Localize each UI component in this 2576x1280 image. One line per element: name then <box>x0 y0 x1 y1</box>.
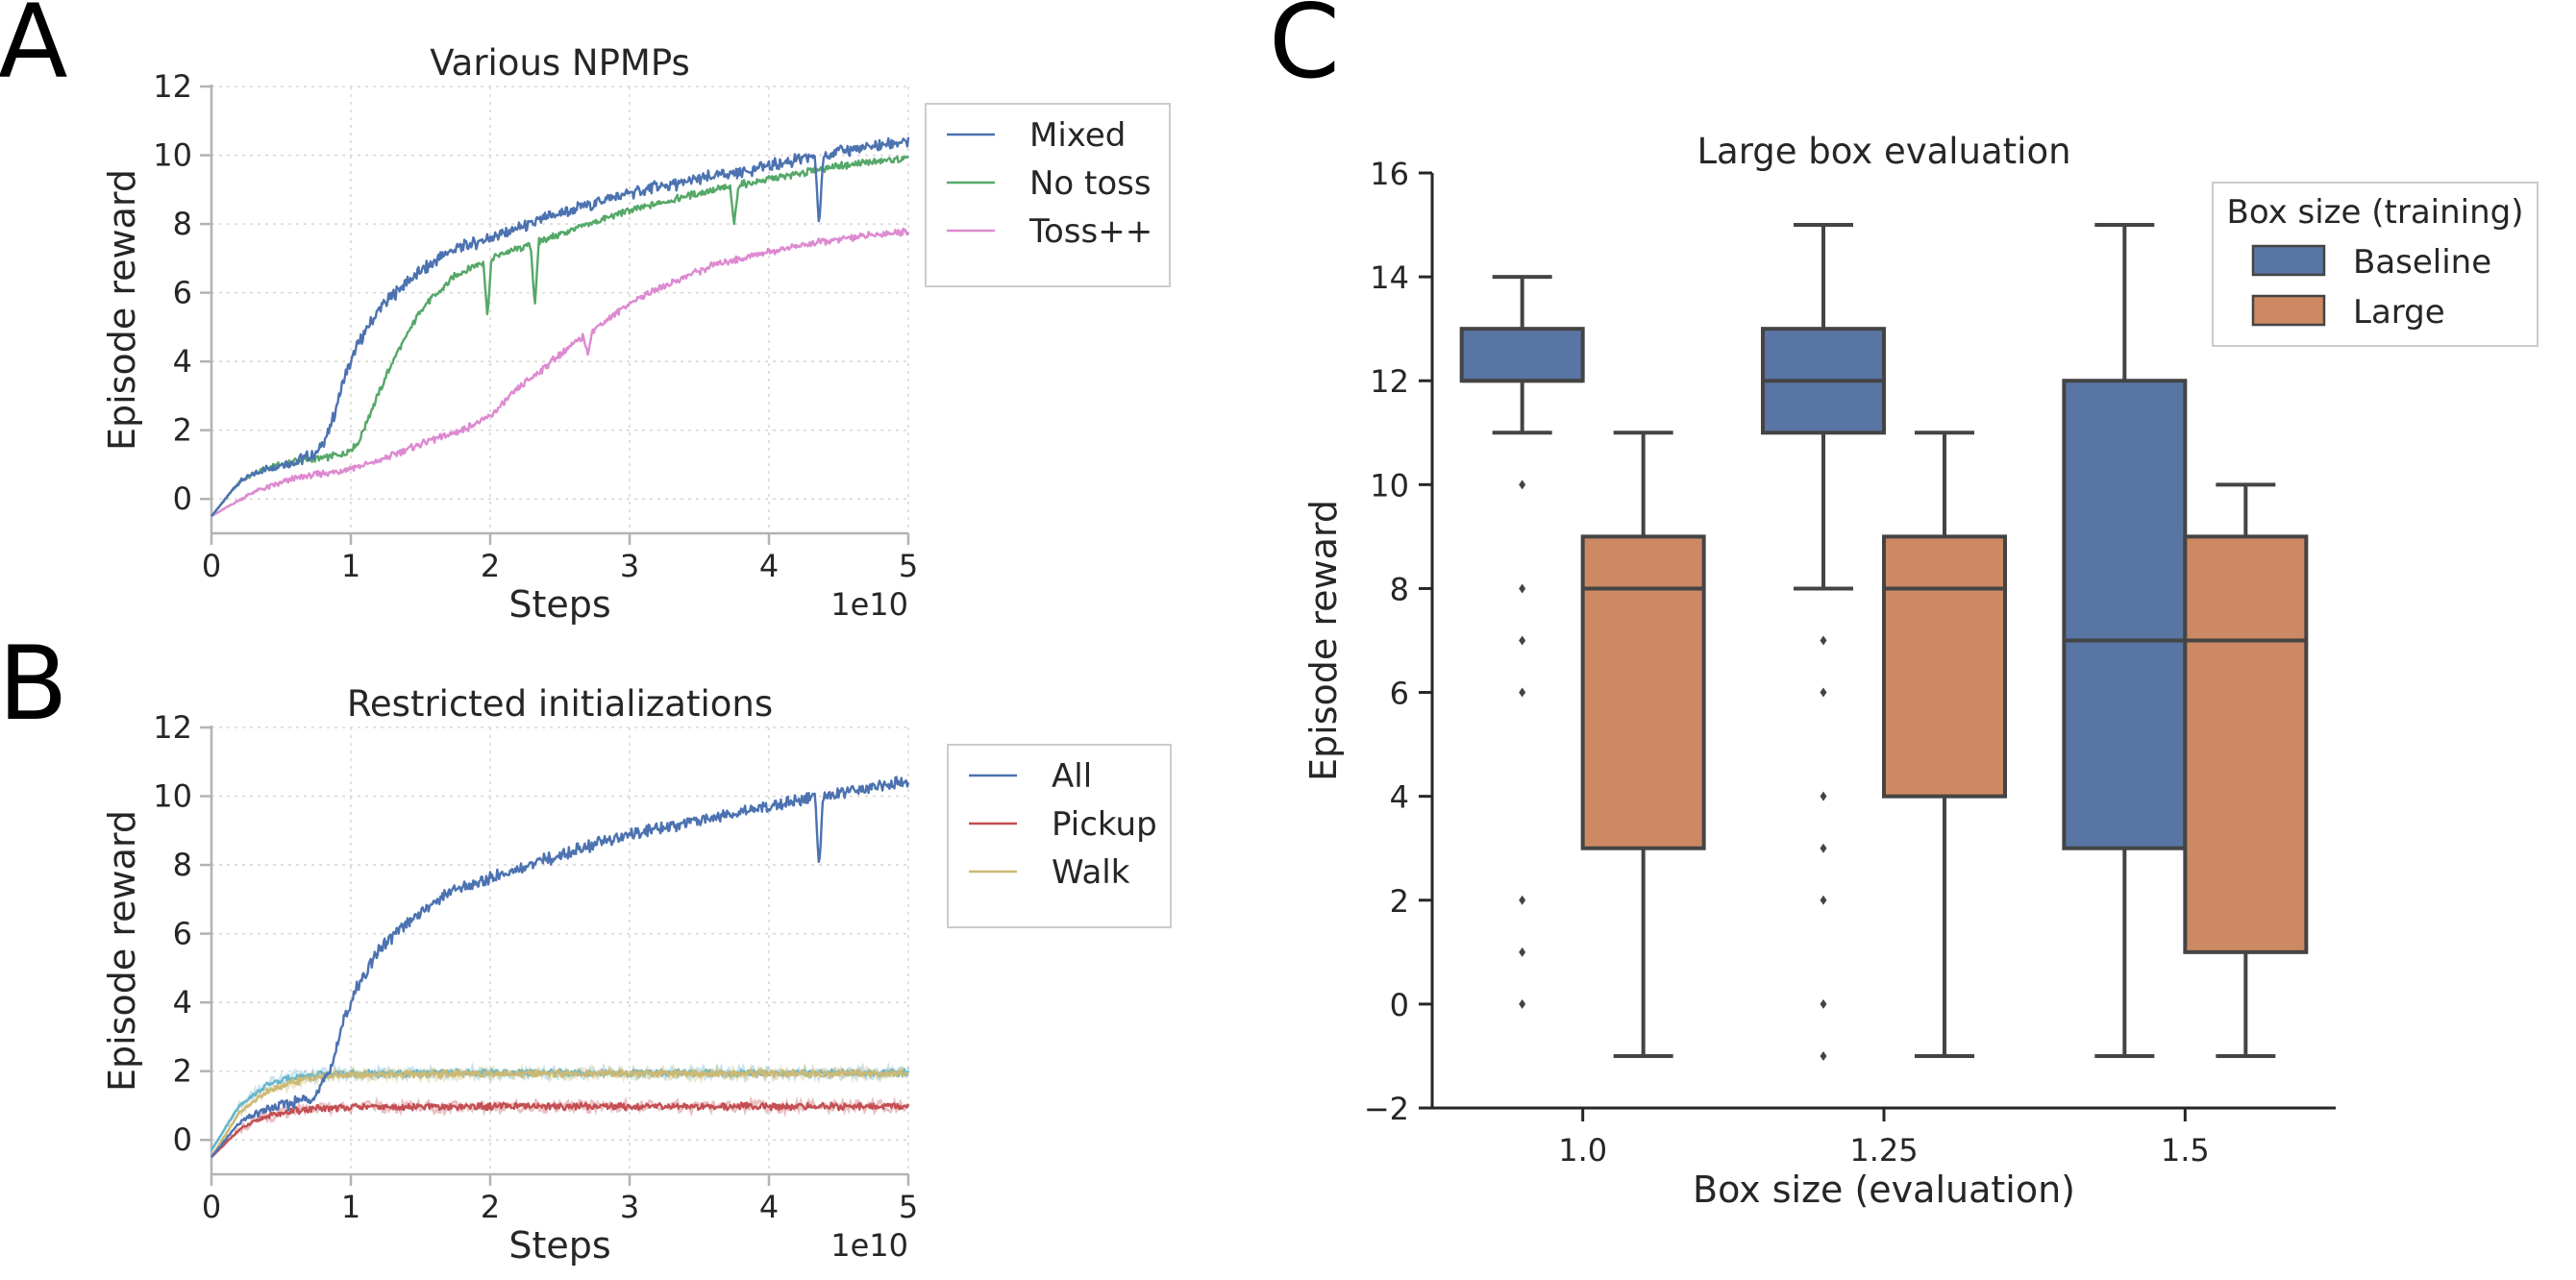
x-tick-label: 3 <box>620 1189 639 1225</box>
box-baseline <box>2062 379 2188 850</box>
x-axis-label: Box size (evaluation) <box>1693 1169 2075 1211</box>
outlier-point <box>1820 635 1827 646</box>
legend-label: No toss <box>1029 164 1152 203</box>
x-tick-label: 1 <box>341 1189 360 1225</box>
panel-label-a: A <box>0 0 68 101</box>
outlier-point <box>1519 998 1526 1009</box>
series-line <box>211 1101 910 1158</box>
y-tick-label: 6 <box>1390 676 1409 712</box>
box-large <box>2183 534 2309 954</box>
legend-title: Box size (training) <box>2227 193 2524 232</box>
x-tick-label: 2 <box>481 548 500 584</box>
chart-title: Restricted initializations <box>347 683 773 725</box>
y-tick-label: 0 <box>173 480 192 517</box>
y-axis-label: Episode reward <box>101 169 143 451</box>
outlier-point <box>1820 895 1827 905</box>
x-tick-label: 5 <box>899 1189 918 1225</box>
x-tick-label: 0 <box>202 1189 221 1225</box>
x-tick-label: 0 <box>202 548 221 584</box>
legend-swatch <box>2251 294 2326 327</box>
y-tick-label: 14 <box>1370 259 1409 296</box>
y-tick-label: 2 <box>1390 883 1409 920</box>
legend-swatch <box>2251 244 2326 277</box>
legend-label: Large <box>2353 293 2445 332</box>
y-axis-label: Episode reward <box>1302 500 1345 781</box>
y-tick-label: 2 <box>173 412 192 449</box>
outlier-point <box>1820 687 1827 698</box>
y-tick-label: 6 <box>173 916 192 952</box>
x-tick-label: 1.25 <box>1849 1132 1918 1169</box>
y-tick-label: −2 <box>1364 1091 1409 1127</box>
outlier-point <box>1519 895 1526 905</box>
outlier-point <box>1519 635 1526 646</box>
y-axis-label: Episode reward <box>101 810 143 1092</box>
series-line <box>211 136 910 517</box>
box-baseline <box>1459 327 1585 383</box>
series-line <box>211 155 909 517</box>
y-tick-label: 4 <box>173 343 192 380</box>
x-tick-label: 1 <box>341 548 360 584</box>
x-tick-label: 5 <box>899 548 918 584</box>
x-axis-label: Steps <box>508 583 610 626</box>
x-tick-label: 4 <box>759 1189 779 1225</box>
y-tick-label: 8 <box>1390 571 1409 607</box>
y-tick-label: 4 <box>1390 779 1409 816</box>
y-tick-label: 0 <box>1390 987 1409 1023</box>
x-tick-label: 2 <box>481 1189 500 1225</box>
y-tick-label: 4 <box>173 984 192 1021</box>
x-tick-label: 1.5 <box>2161 1132 2210 1169</box>
outlier-point <box>1820 1050 1827 1061</box>
legend-label: Pickup <box>1052 805 1157 844</box>
y-tick-label: 12 <box>153 709 192 746</box>
outlier-point <box>1820 843 1827 853</box>
outlier-point <box>1519 583 1526 594</box>
series-line <box>211 227 910 518</box>
legend-label: Mixed <box>1029 116 1126 155</box>
y-tick-label: 8 <box>173 206 192 242</box>
y-tick-label: 10 <box>153 137 192 174</box>
y-tick-label: 16 <box>1370 156 1409 192</box>
box-large <box>1580 534 1706 850</box>
outlier-point <box>1519 480 1526 490</box>
x-axis-label: Steps <box>508 1224 610 1267</box>
y-tick-label: 12 <box>1370 363 1409 400</box>
legend-label: All <box>1052 757 1092 796</box>
y-tick-label: 10 <box>1370 467 1409 504</box>
x-offset-text: 1e10 <box>830 586 908 623</box>
legend-label: Walk <box>1052 853 1130 892</box>
chart-title: Various NPMPs <box>430 42 690 84</box>
y-tick-label: 10 <box>153 778 192 815</box>
legend-label: Baseline <box>2353 243 2491 282</box>
x-tick-label: 4 <box>759 548 779 584</box>
outlier-point <box>1519 687 1526 698</box>
series-line <box>211 775 910 1158</box>
x-tick-label: 1.0 <box>1558 1132 1607 1169</box>
panel-label-b: B <box>0 625 68 743</box>
y-tick-label: 6 <box>173 275 192 311</box>
y-tick-label: 0 <box>173 1121 192 1158</box>
box-large <box>1882 534 2007 799</box>
legend-label: Toss++ <box>1028 212 1152 251</box>
panel-label-c: C <box>1269 0 1340 101</box>
x-offset-text: 1e10 <box>830 1227 908 1264</box>
outlier-point <box>1519 947 1526 957</box>
x-tick-label: 3 <box>620 548 639 584</box>
y-tick-label: 2 <box>173 1053 192 1090</box>
outlier-point <box>1820 998 1827 1009</box>
chart-panel-c: −2 0 2 4 6 8 10 12 14 16 1.0 1.25 1.5 Large box evalu… <box>1302 131 2539 1211</box>
y-tick-label: 8 <box>173 847 192 883</box>
y-tick-label: 12 <box>153 68 192 105</box>
series-line <box>210 1069 909 1158</box>
outlier-point <box>1820 791 1827 801</box>
chart-title: Large box evaluation <box>1697 131 2070 172</box>
